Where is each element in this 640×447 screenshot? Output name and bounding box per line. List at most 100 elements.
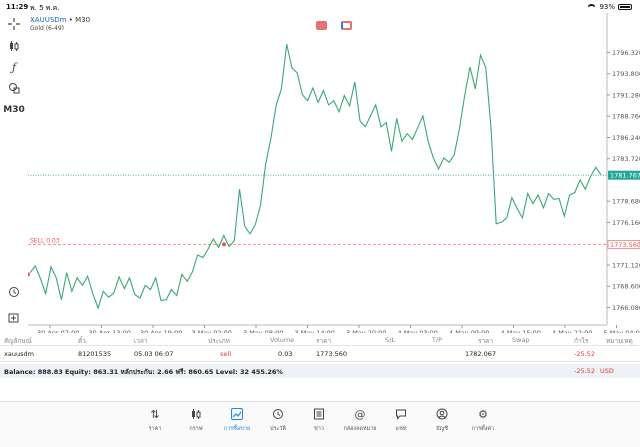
price-point bbox=[281, 88, 282, 89]
nav-trade[interactable]: การซื้อขาย bbox=[217, 408, 257, 433]
f-icon[interactable]: ƒ bbox=[11, 60, 17, 74]
price-point bbox=[538, 195, 539, 196]
y-tick-label: 1771.120 bbox=[612, 261, 640, 269]
status-time: 11:29 bbox=[6, 3, 29, 11]
table-header-cell: ประเภท bbox=[208, 337, 230, 345]
price-point bbox=[595, 167, 596, 168]
status-date: พ. 5 พ.ค. bbox=[30, 4, 60, 12]
price-point bbox=[197, 254, 198, 255]
price-point bbox=[375, 104, 376, 105]
price-point bbox=[522, 217, 523, 218]
price-point bbox=[391, 151, 392, 152]
battery-percent: 93% bbox=[599, 3, 615, 11]
position-volume: 0.03 bbox=[278, 350, 293, 358]
x-tick-label: 30 Apr 13:00 bbox=[89, 329, 131, 333]
price-point bbox=[35, 265, 36, 266]
price-point bbox=[71, 291, 72, 292]
price-point bbox=[229, 246, 230, 247]
price-point bbox=[433, 157, 434, 158]
price-point bbox=[365, 126, 366, 127]
price-point bbox=[291, 67, 292, 68]
price-point bbox=[412, 139, 413, 140]
table-header-cell: Volume bbox=[270, 336, 295, 344]
price-point bbox=[124, 288, 125, 289]
settings-gear-icon: ⚙ bbox=[478, 408, 488, 421]
nav-mailbox-label: กล่องจดหมาย bbox=[343, 426, 377, 432]
x-tick-label: 3 May 08:00 bbox=[243, 329, 283, 333]
table-header-cell: T/P bbox=[432, 336, 443, 344]
price-point bbox=[202, 257, 203, 258]
chart-canvas[interactable]: 1796.320 1793.800 1791.280 1788.760 1786.240… bbox=[28, 13, 640, 333]
account-icon bbox=[422, 408, 462, 422]
x-tick-label: 3 May 20:00 bbox=[346, 329, 386, 333]
nav-charts[interactable]: กราฟ bbox=[176, 408, 216, 433]
table-row[interactable]: xauusdm 81201535 05.03 06:07 sell 0.03 1… bbox=[0, 346, 640, 362]
price-point bbox=[255, 224, 256, 225]
price-point bbox=[108, 297, 109, 298]
position-type: sell bbox=[220, 350, 231, 358]
chart-candles-icon bbox=[176, 408, 216, 422]
price-point bbox=[564, 216, 565, 217]
nav-settings[interactable]: ⚙ การตั้งค่า bbox=[463, 408, 503, 433]
chart-description: Gold (6-49) bbox=[30, 25, 65, 32]
price-point bbox=[234, 240, 235, 241]
price-point bbox=[553, 199, 554, 200]
add-panel-icon[interactable] bbox=[4, 309, 24, 327]
nav-news-label: ข่าว bbox=[314, 426, 324, 432]
price-point bbox=[506, 217, 507, 218]
timeframe-button[interactable]: M30 bbox=[3, 105, 25, 115]
price-point bbox=[77, 277, 78, 278]
position-open-price: 1773.560 bbox=[316, 350, 348, 358]
table-header-cell: ราคา bbox=[478, 337, 494, 345]
nav-chat[interactable]: แชท bbox=[381, 408, 421, 433]
history-clock-icon[interactable] bbox=[4, 283, 24, 301]
one-click-trading-icon[interactable] bbox=[341, 21, 352, 30]
table-header-cell: กำไร bbox=[574, 337, 589, 345]
position-symbol: xauusdm bbox=[4, 350, 34, 358]
wifi-icon bbox=[587, 4, 597, 10]
price-point bbox=[270, 137, 271, 138]
objects-icon[interactable] bbox=[4, 79, 24, 97]
status-bar: 11:29 พ. 5 พ.ค. 93% bbox=[0, 0, 640, 13]
sell-price-tag-bg bbox=[607, 240, 640, 249]
nav-mailbox[interactable]: @ กล่องจดหมาย bbox=[340, 408, 380, 433]
nav-history[interactable]: ประวัติ bbox=[258, 408, 298, 433]
price-point bbox=[208, 249, 209, 250]
chart-dot: • bbox=[68, 16, 76, 24]
price-point bbox=[396, 118, 397, 119]
nav-news[interactable]: ข่าว bbox=[299, 408, 339, 433]
nav-quotes[interactable]: ⇅ ราคา bbox=[135, 408, 175, 433]
crosshair-icon[interactable] bbox=[4, 15, 24, 33]
price-point bbox=[82, 285, 83, 286]
price-point bbox=[454, 154, 455, 155]
price-point bbox=[213, 238, 214, 239]
position-ticket: 81201535 bbox=[78, 350, 112, 358]
y-tick-label: 1788.760 bbox=[612, 113, 640, 121]
price-point bbox=[218, 247, 219, 248]
candles-icon[interactable] bbox=[4, 37, 24, 55]
price-point bbox=[380, 126, 381, 127]
positions-table-header: สัญลักษณ์ ตั๋ว เวลา ประเภท Volume ราคา S/L T/P ร… bbox=[0, 333, 640, 346]
nav-settings-label: การตั้งค่า bbox=[471, 426, 495, 432]
table-header-cell: ตั๋ว bbox=[78, 337, 86, 345]
price-point bbox=[359, 120, 360, 121]
price-point bbox=[50, 266, 51, 267]
total-profit: -25.52 bbox=[574, 367, 595, 375]
price-point bbox=[532, 203, 533, 204]
x-tick-label: 30 Apr 07:00 bbox=[37, 329, 79, 333]
price-point bbox=[438, 168, 439, 169]
price-point bbox=[192, 271, 193, 272]
one-click-sell-icon[interactable] bbox=[316, 21, 327, 30]
x-tick-label: 4 May 03:00 bbox=[398, 329, 438, 333]
table-header-cell: เวลา bbox=[134, 337, 148, 345]
nav-accounts[interactable]: บัญชี bbox=[422, 408, 462, 433]
positions-table: สัญลักษณ์ ตั๋ว เวลา ประเภท Volume ราคา S/L T/P ร… bbox=[0, 333, 640, 362]
price-point bbox=[527, 193, 528, 194]
price-point bbox=[297, 72, 298, 73]
price-point bbox=[286, 44, 287, 45]
nav-charts-label: กราฟ bbox=[189, 426, 203, 432]
price-chart[interactable]: 1796.320 1793.800 1791.280 1788.760 1786.240… bbox=[28, 13, 640, 333]
price-point bbox=[223, 235, 224, 236]
price-series-line[interactable] bbox=[29, 44, 602, 310]
mailbox-at-icon: @ bbox=[354, 408, 366, 421]
